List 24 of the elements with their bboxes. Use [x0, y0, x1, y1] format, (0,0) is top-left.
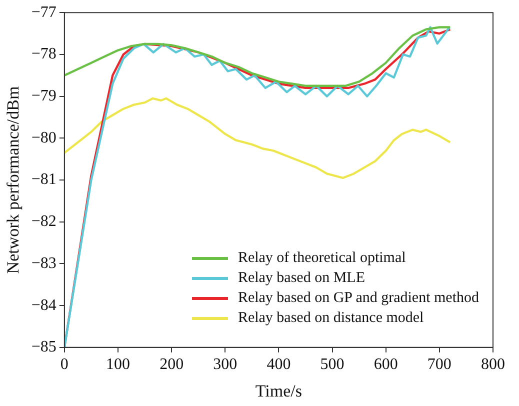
x-tick-label: 400: [266, 356, 291, 374]
x-tick-label: 500: [320, 356, 344, 374]
y-tick-label: −84: [31, 296, 56, 314]
y-tick-label: −81: [31, 171, 56, 188]
y-tick-label: −83: [31, 254, 56, 272]
legend-label: Relay of theoretical optimal: [238, 249, 406, 268]
x-tick-label: 800: [481, 356, 505, 374]
y-tick-label: −80: [31, 129, 56, 146]
x-tick-label: 100: [106, 356, 130, 374]
legend-label: Relay based on MLE: [238, 269, 365, 288]
x-tick-label: 200: [160, 356, 184, 374]
x-axis-title: Time/s: [255, 381, 302, 400]
x-tick-label: 700: [427, 356, 452, 374]
x-tick-label: 300: [213, 356, 238, 374]
x-tick-label: 0: [60, 356, 68, 374]
x-tick-label: 600: [374, 356, 398, 374]
y-tick-label: −78: [31, 46, 56, 63]
legend-label: Relay based on GP and gradient method: [238, 289, 479, 308]
y-tick-label: −77: [31, 4, 56, 21]
legend-label: Relay based on distance model: [238, 309, 424, 328]
y-tick-label: −82: [31, 213, 56, 230]
y-axis-title: Network performance/dBm: [4, 86, 23, 274]
y-tick-label: −85: [31, 338, 56, 356]
y-tick-label: −79: [31, 88, 56, 105]
